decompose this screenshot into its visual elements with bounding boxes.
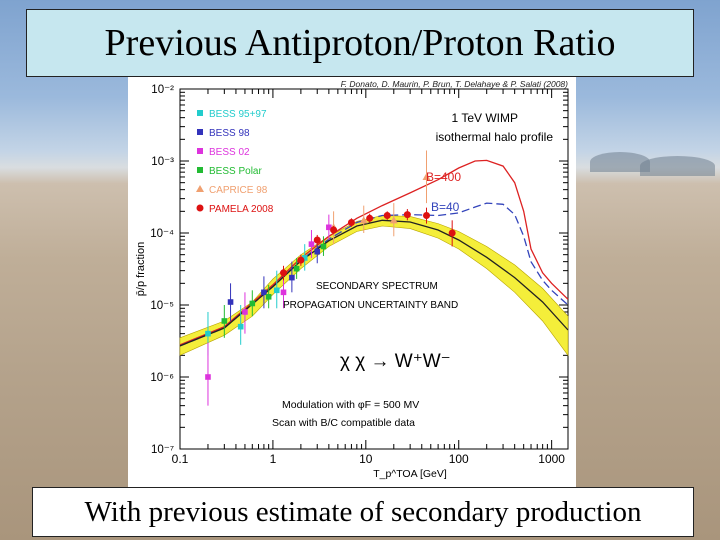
- legend-marker-pamela-2008: [196, 204, 204, 212]
- point-pamela-2008: [423, 212, 431, 220]
- legend-label-bess-95-97: BESS 95+97: [209, 109, 267, 120]
- point-pamela-2008: [366, 214, 374, 222]
- annotation-b40: B=40: [431, 200, 460, 214]
- legend-label-caprice-98: CAPRICE 98: [209, 185, 268, 196]
- point-bess-02: [205, 374, 211, 380]
- annotation-band-2: PROPAGATION UNCERTAINTY BAND: [283, 300, 458, 311]
- legend-label-bess-polar: BESS Polar: [209, 166, 262, 177]
- annotation-modulation: Modulation with φF = 500 MV: [282, 399, 419, 411]
- point-pamela-2008: [347, 218, 355, 226]
- point-bess-98: [289, 274, 295, 281]
- legend-label-pamela-2008: PAMELA 2008: [209, 204, 274, 215]
- legend-marker-bess-02: [197, 148, 203, 154]
- point-pamela-2008: [448, 229, 456, 237]
- annotation-process: χ χ → W⁺W⁻: [340, 351, 451, 372]
- x-tick-label: 1000: [538, 452, 565, 466]
- y-tick-label: 10⁻⁶: [150, 372, 174, 384]
- point-bess-polar: [221, 318, 228, 324]
- annotation-band-1: SECONDARY SPECTRUM: [316, 281, 438, 292]
- point-pamela-2008: [330, 226, 338, 234]
- antiproton-ratio-chart: F. Donato, D. Maurin, P. Brun, T. Delaha…: [135, 79, 569, 480]
- x-tick-label: 100: [449, 452, 469, 466]
- point-caprice-98: [422, 172, 431, 180]
- annotation-wimp-2: isothermal halo profile: [436, 130, 554, 144]
- point-bess-98: [314, 248, 321, 255]
- y-tick-label: 10⁻⁴: [150, 228, 174, 240]
- point-pamela-2008: [403, 211, 411, 219]
- slide-title: Previous Antiproton/Proton Ratio: [26, 9, 694, 77]
- point-bess-polar: [265, 293, 272, 300]
- point-bess-polar: [249, 300, 256, 307]
- point-caprice-98: [389, 216, 398, 224]
- distant-hill-1: [590, 152, 650, 172]
- y-tick-label: 10⁻²: [151, 84, 174, 96]
- y-tick-label: 10⁻³: [151, 156, 174, 168]
- plot-frame: [179, 88, 569, 450]
- point-bess-02: [280, 289, 287, 296]
- annotation-wimp-1: 1 TeV WIMP: [452, 111, 518, 125]
- annotation-scan: Scan with B/C compatible data: [272, 417, 415, 429]
- point-bess-95-97: [205, 330, 211, 337]
- point-pamela-2008: [297, 256, 305, 264]
- point-bess-95-97: [301, 255, 308, 261]
- legend-marker-bess-95-97: [197, 110, 203, 116]
- slide-caption: With previous estimate of secondary prod…: [32, 487, 694, 537]
- point-bess-02: [308, 241, 315, 247]
- point-bess-95-97: [237, 323, 244, 330]
- distant-hill-2: [640, 156, 715, 176]
- legend-marker-bess-98: [197, 129, 203, 135]
- x-tick-label: 0.1: [172, 452, 189, 466]
- point-bess-98: [227, 299, 234, 305]
- legend-marker-caprice-98: [196, 185, 204, 192]
- point-bess-02: [326, 224, 332, 231]
- point-pamela-2008: [279, 269, 287, 277]
- y-tick-label: 10⁻⁵: [150, 300, 174, 312]
- point-pamela-2008: [383, 212, 391, 220]
- point-caprice-98: [359, 216, 368, 224]
- annotation-b400: B=400: [426, 170, 461, 184]
- point-bess-polar: [320, 243, 327, 250]
- x-axis-label: T_p^TOA [GeV]: [373, 468, 447, 480]
- y-tick-label: 10⁻⁷: [151, 444, 174, 456]
- x-tick-label: 10: [359, 452, 373, 466]
- point-pamela-2008: [313, 236, 321, 244]
- legend-marker-bess-polar: [197, 167, 203, 173]
- legend-label-bess-02: BESS 02: [209, 147, 250, 158]
- point-bess-02: [242, 309, 248, 315]
- x-tick-label: 1: [270, 452, 277, 466]
- legend-label-bess-98: BESS 98: [209, 128, 250, 139]
- point-bess-98: [261, 289, 267, 296]
- plot-panel: F. Donato, D. Maurin, P. Brun, T. Delaha…: [128, 77, 576, 487]
- point-bess-95-97: [273, 287, 280, 294]
- attribution-text: F. Donato, D. Maurin, P. Brun, T. Delaha…: [341, 79, 569, 89]
- point-bess-polar: [293, 265, 300, 272]
- y-axis-label: p̄/p fraction: [135, 242, 147, 296]
